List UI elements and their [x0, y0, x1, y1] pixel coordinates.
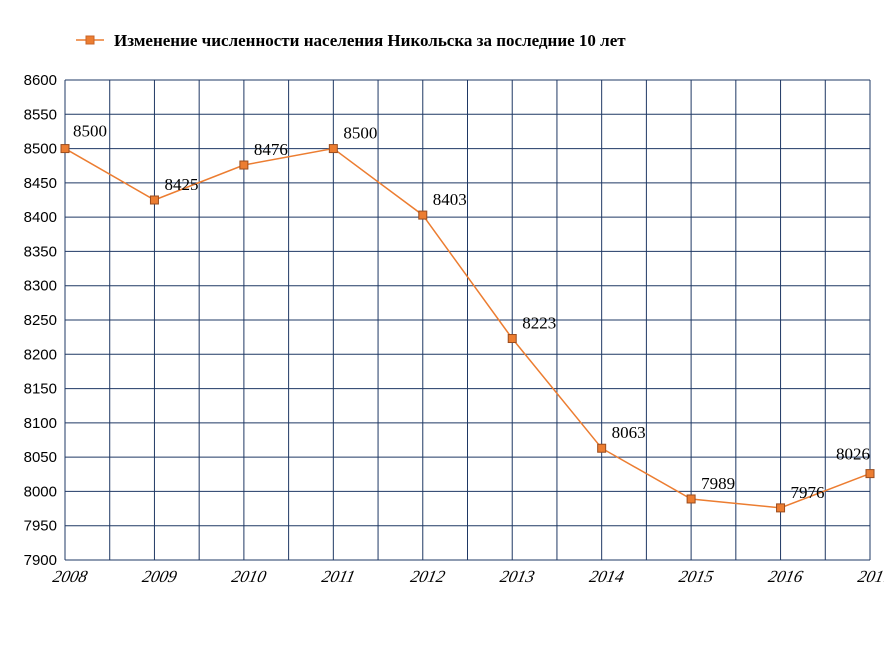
- data-marker: [777, 504, 785, 512]
- y-tick-label: 8100: [24, 415, 57, 432]
- population-line-chart: 7900 7950 8000 8050 8100 8150 8200 8250 8300 8350…: [0, 0, 884, 650]
- point-label: 8500: [343, 124, 377, 143]
- point-label: 8500: [73, 122, 107, 141]
- x-tick-label: 2015: [677, 567, 715, 586]
- point-label: 8425: [164, 175, 198, 194]
- y-tick-label: 8350: [24, 243, 57, 260]
- y-tick-label: 8300: [24, 278, 57, 295]
- y-tick-label: 8200: [24, 346, 57, 363]
- data-marker: [419, 211, 427, 219]
- data-marker: [687, 495, 695, 503]
- point-label: 8026: [836, 445, 870, 464]
- point-label: 8063: [612, 423, 646, 442]
- y-tick-label: 8500: [24, 141, 57, 158]
- x-tick-label: 2009: [141, 567, 179, 586]
- x-tick-label: 2008: [51, 567, 89, 586]
- data-marker: [61, 145, 69, 153]
- legend-label: Изменение численности населения Никольск…: [114, 31, 626, 50]
- y-tick-label: 8050: [24, 449, 57, 466]
- point-label: 7976: [791, 483, 825, 502]
- point-label: 8223: [522, 314, 556, 333]
- y-tick-label: 8000: [24, 483, 57, 500]
- x-tick-label: 2012: [409, 567, 447, 586]
- data-marker: [150, 196, 158, 204]
- y-tick-label: 7950: [24, 518, 57, 535]
- x-tick-label: 2014: [588, 567, 626, 586]
- y-tick-label: 8550: [24, 106, 57, 123]
- data-marker: [508, 335, 516, 343]
- y-tick-label: 8400: [24, 209, 57, 226]
- legend-marker-icon: [86, 36, 94, 44]
- x-tick-label: 2011: [320, 567, 357, 586]
- y-tick-label: 8600: [24, 72, 57, 89]
- y-tick-label: 7900: [24, 552, 57, 569]
- data-marker: [598, 444, 606, 452]
- point-label: 7989: [701, 474, 735, 493]
- point-label: 8476: [254, 140, 288, 159]
- chart-container: 7900 7950 8000 8050 8100 8150 8200 8250 8300 8350…: [0, 0, 884, 650]
- x-tick-label: 2010: [230, 567, 268, 586]
- point-label: 8403: [433, 190, 467, 209]
- x-tick-label: 2016: [767, 567, 805, 586]
- y-tick-label: 8250: [24, 312, 57, 329]
- data-marker: [240, 161, 248, 169]
- y-tick-label: 8150: [24, 381, 57, 398]
- x-tick-label: 2017: [856, 567, 884, 586]
- y-tick-label: 8450: [24, 175, 57, 192]
- data-marker: [866, 470, 874, 478]
- data-marker: [329, 145, 337, 153]
- x-tick-label: 2013: [498, 567, 536, 586]
